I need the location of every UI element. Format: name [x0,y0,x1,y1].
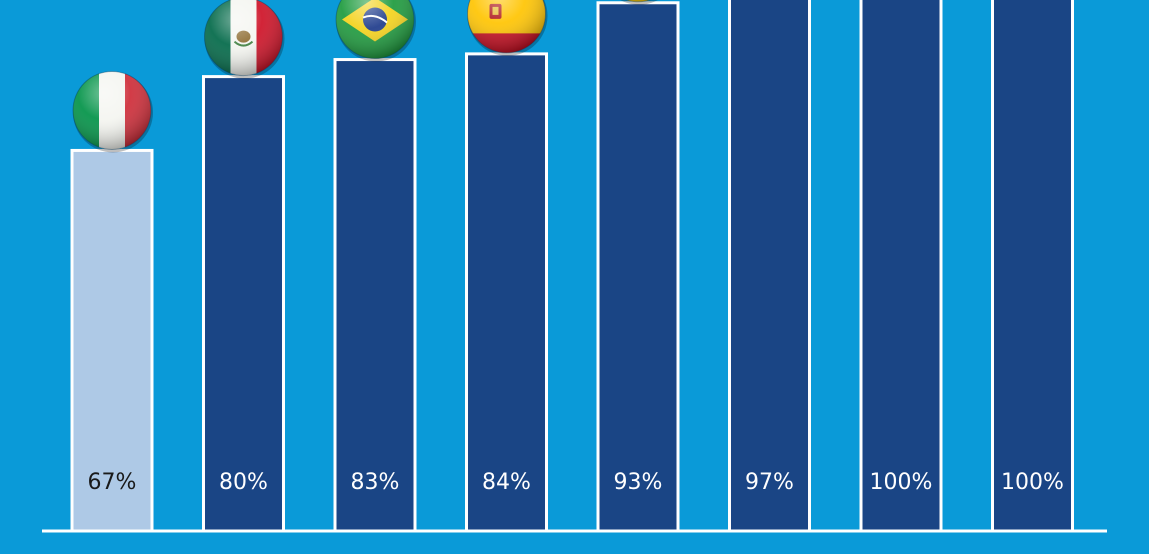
spain-flag-icon [467,0,548,56]
bar-value-label: 80% [219,470,268,495]
bar-usa [728,0,811,533]
germany-flag-icon [599,0,677,5]
bar-italy [70,148,154,533]
italy-flag-icon [72,70,153,153]
bar-united-kingdom [991,0,1074,533]
bar-value-label: 93% [614,470,663,495]
bar-germany [596,1,680,533]
bar-value-label: 67% [88,470,137,495]
bar-value-label: 84% [482,470,531,495]
bar-mexico [202,75,285,533]
brazil-flag-icon [335,0,416,62]
bar-value-label: 83% [351,470,400,495]
bar-switzerland [859,0,943,533]
bar-spain [465,52,548,533]
bar-brazil [333,58,417,533]
bar-value-label: 100% [870,470,933,495]
bar-value-label: 100% [1001,470,1064,495]
bar-value-label: 97% [745,470,794,495]
mexico-flag-icon [204,0,285,79]
